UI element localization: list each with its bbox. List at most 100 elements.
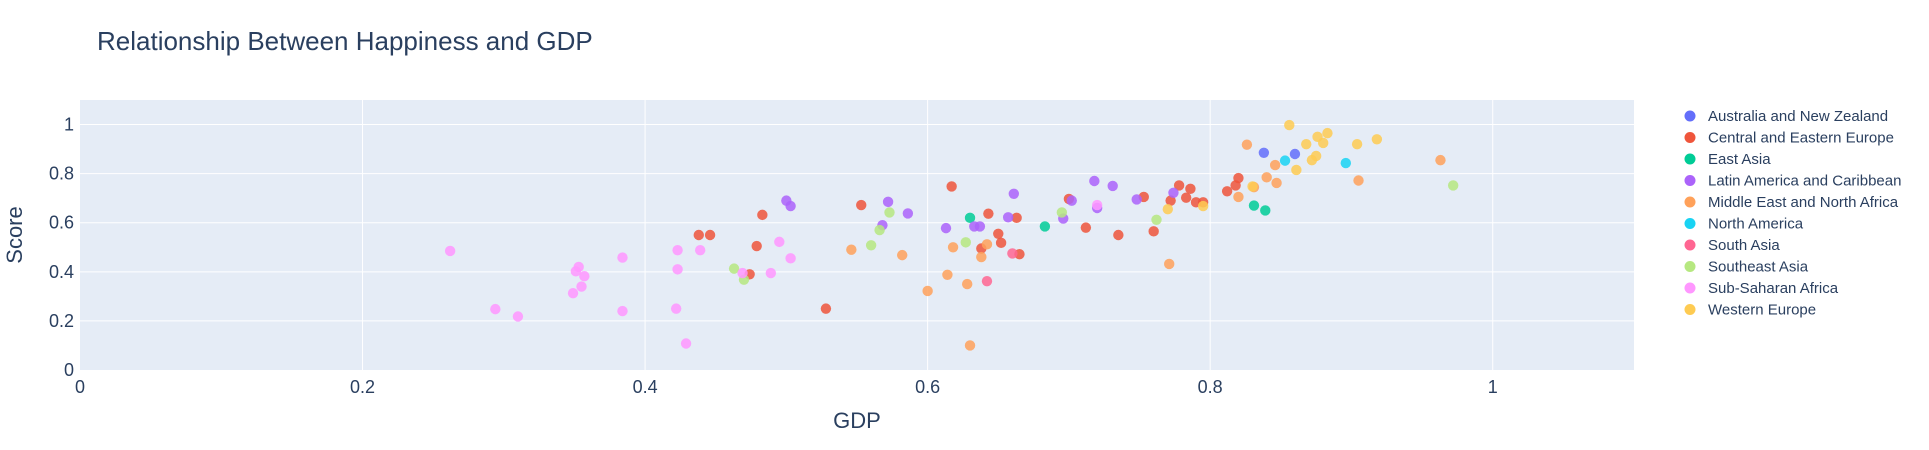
x-axis-title: GDP [833, 408, 881, 433]
data-point [1168, 187, 1179, 198]
data-point [1080, 222, 1092, 233]
data-point [897, 249, 908, 261]
data-point [1247, 181, 1258, 192]
data-point [961, 278, 973, 290]
legend-marker [1684, 218, 1696, 229]
data-point [1318, 137, 1329, 149]
x-tick-label: 0.6 [915, 377, 940, 397]
data-point [964, 212, 976, 224]
data-point [1056, 207, 1068, 218]
data-point [617, 305, 628, 317]
legend-item: Sub-Saharan Africa [1684, 280, 1839, 297]
data-point [946, 181, 957, 192]
data-point [1131, 194, 1142, 205]
legend-item: Central and Eastern Europe [1684, 130, 1894, 147]
data-point [680, 338, 692, 349]
legend-marker [1684, 304, 1696, 315]
data-point [694, 245, 706, 256]
data-point [1066, 195, 1077, 206]
data-point [1248, 200, 1260, 211]
data-point [1148, 226, 1159, 237]
data-point [874, 224, 885, 236]
legend-marker [1684, 196, 1696, 208]
data-point [974, 221, 986, 232]
legend-label: Western Europe [1708, 302, 1816, 319]
legend-label: South Asia [1708, 237, 1780, 254]
data-point [1091, 199, 1103, 211]
y-tick-label: 0.8 [49, 164, 74, 184]
data-point [670, 303, 682, 314]
data-point [1162, 204, 1174, 215]
data-point [774, 236, 785, 248]
data-point [983, 208, 994, 219]
x-tick-label: 0.2 [350, 377, 375, 397]
data-point [1107, 180, 1118, 192]
data-point [1007, 248, 1018, 259]
data-point [693, 229, 704, 241]
legend-item: Latin America and Caribbean [1684, 173, 1901, 190]
data-point [1310, 150, 1322, 162]
data-point [1241, 139, 1253, 150]
data-point [1371, 134, 1383, 145]
data-point [1351, 138, 1363, 150]
axis-ticks: 0 0.2 0.4 0.6 0.8 1 0 0.2 0.4 0.6 0.8 1 [49, 115, 1498, 397]
legend-label: East Asia [1708, 151, 1771, 168]
plot-background [80, 100, 1634, 370]
data-point [1435, 154, 1446, 166]
data-point [820, 303, 832, 314]
data-point [704, 229, 716, 241]
data-point [995, 237, 1007, 249]
data-point [940, 222, 952, 234]
data-point [579, 271, 590, 282]
data-point [865, 240, 877, 251]
x-tick-label: 1 [1488, 377, 1498, 397]
legend-item: North America [1684, 216, 1804, 233]
grid-lines [80, 100, 1634, 370]
data-point [728, 263, 740, 274]
x-tick-label: 0.8 [1198, 377, 1223, 397]
data-point [942, 269, 953, 280]
data-point [672, 264, 683, 275]
legend-label: Latin America and Caribbean [1708, 173, 1901, 190]
data-point [1002, 212, 1014, 223]
legend-label: North America [1708, 216, 1804, 233]
data-point [1180, 192, 1192, 203]
y-tick-label: 0.4 [49, 262, 74, 282]
data-point [751, 240, 762, 252]
legend-marker [1684, 261, 1696, 272]
data-point [884, 207, 895, 218]
x-tick-label: 0 [75, 377, 85, 397]
legend-item: Australia and New Zealand [1684, 108, 1888, 125]
legend-marker [1684, 110, 1696, 122]
x-tick-label: 0.4 [633, 377, 658, 397]
legend-label: Central and Eastern Europe [1708, 130, 1894, 147]
data-point [1261, 172, 1272, 183]
data-point [1289, 148, 1301, 160]
data-point [1008, 188, 1020, 199]
legend-label: Southeast Asia [1708, 259, 1809, 276]
data-point [567, 287, 579, 299]
data-point [1322, 127, 1333, 139]
data-point [882, 196, 894, 208]
data-point [947, 242, 959, 253]
data-point [1197, 200, 1209, 212]
data-point [1233, 172, 1244, 184]
data-point [993, 228, 1004, 239]
data-point [1185, 183, 1196, 195]
data-point [1340, 157, 1352, 169]
data-point [960, 237, 971, 248]
data-point [576, 281, 587, 292]
data-point [512, 311, 524, 322]
chart-title: Relationship Between Happiness and GDP [97, 26, 593, 56]
data-point [1164, 258, 1175, 270]
data-point [737, 267, 748, 279]
data-point [1353, 175, 1364, 186]
data-point [1269, 159, 1281, 171]
legend: Australia and New Zealand Central and Eas… [1684, 108, 1901, 319]
legend-marker [1684, 282, 1696, 294]
legend-marker [1684, 239, 1696, 251]
data-point [1221, 186, 1233, 197]
data-point [785, 200, 796, 212]
